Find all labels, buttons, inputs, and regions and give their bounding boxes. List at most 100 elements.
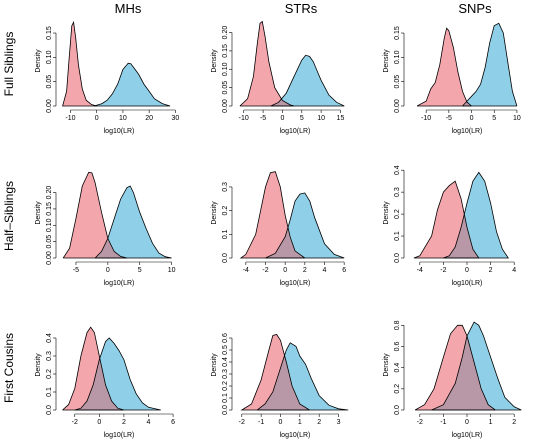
x-tick-label: -5 (260, 115, 266, 122)
y-tick-label: 0.6 (394, 341, 401, 351)
y-tick-label: 0.3 (394, 187, 401, 197)
y-axis-label: Density (211, 201, 218, 225)
x-axis-label: log10(LR) (104, 128, 135, 135)
x-tick-label: 0 (97, 419, 101, 426)
x-tick-label: 0 (279, 419, 283, 426)
y-tick-label: 0.15 (46, 26, 53, 40)
x-tick-label: 0 (106, 267, 110, 274)
related-density-area (270, 55, 345, 106)
related-density-curve (257, 342, 349, 411)
x-tick-label: 6 (342, 267, 346, 274)
y-tick-label: 0.2 (394, 384, 401, 394)
x-tick-label: 0 (280, 115, 284, 122)
x-axis-label: log10(LR) (280, 432, 311, 439)
related-density-curve (93, 62, 171, 107)
x-tick-label: 0 (95, 115, 99, 122)
x-axis-label: log10(LR) (452, 128, 483, 135)
x-tick-label: 6 (171, 419, 175, 426)
y-tick-label: 0.10 (46, 218, 53, 232)
y-tick-label: 0.1 (222, 229, 229, 239)
y-tick-label: 0.05 (46, 75, 53, 89)
unrelated-density-area (417, 28, 472, 107)
y-tick-label: 0.4 (222, 357, 229, 367)
x-tick-label: -2 (72, 419, 78, 426)
x-axis-label: log10(LR) (280, 128, 311, 135)
unrelated-density-curve (416, 27, 472, 107)
x-tick-label: -10 (65, 115, 75, 122)
x-tick-label: -2 (239, 419, 245, 426)
y-tick-label: 0.0 (394, 253, 401, 263)
x-tick-label: 20 (145, 115, 153, 122)
x-tick-label: 10 (168, 267, 176, 274)
x-tick-label: 2 (317, 419, 321, 426)
y-tick-label: 0.00 (46, 99, 53, 113)
y-tick-label: 0.3 (222, 182, 229, 192)
y-tick-label: 0.0 (222, 405, 229, 415)
x-tick-label: -5 (73, 267, 79, 274)
x-tick-label: 2 (122, 419, 126, 426)
y-tick-label: 0.2 (46, 369, 53, 379)
density-panel: -4 -2 0 2 4 6 0.0 0.1 0.2 0.3 log10(LR) Density (211, 171, 346, 287)
unrelated-density-area (62, 327, 124, 410)
unrelated-density-curve (414, 324, 496, 411)
y-tick-label: 0.10 (394, 50, 401, 64)
related-density-curve (94, 185, 172, 259)
unrelated-density-curve (240, 333, 310, 411)
density-panel: -10 0 10 20 30 0.00 0.05 0.10 0.15 log10(LR) Densi… (35, 21, 179, 135)
x-tick-label: 4 (147, 419, 151, 426)
unrelated-density-curve (62, 326, 125, 411)
density-panel: -2 -1 0 1 2 0.0 0.2 0.4 0.6 0.8 log10(LR) Density (383, 320, 522, 439)
x-axis-label: log10(LR) (452, 280, 483, 287)
y-tick-label: 0.20 (222, 26, 229, 40)
related-density-curve (462, 22, 518, 107)
y-tick-label: 0.10 (222, 62, 229, 76)
unrelated-density-area (62, 22, 97, 106)
column-title-mhs: MHs (115, 1, 142, 16)
x-tick-label: 4 (323, 267, 327, 274)
overlap-area (265, 192, 305, 258)
x-tick-label: 2 (489, 267, 493, 274)
unrelated-density-curve (413, 180, 480, 259)
density-panel: -5 0 5 10 0.00 0.05 0.10 0.15 0.20 log10(LR) Densi… (35, 171, 176, 287)
y-axis-label: Density (35, 49, 42, 73)
y-axis-label: Density (211, 49, 218, 73)
related-density-curve (443, 171, 510, 259)
x-tick-label: -2 (262, 267, 268, 274)
related-density-curve (74, 337, 161, 411)
y-tick-label: 0.1 (46, 387, 53, 397)
related-density-area (462, 23, 517, 106)
y-tick-label: 0.3 (222, 369, 229, 379)
y-tick-label: 0.05 (46, 235, 53, 249)
density-panel: -4 -2 0 2 4 0.0 0.1 0.2 0.3 0.4 log10(LR) Density (383, 165, 516, 287)
density-panel: -10 -5 0 5 10 0.00 0.05 0.10 0.15 log10(LR) Densit… (383, 22, 521, 135)
x-tick-label: 2 (512, 419, 516, 426)
related-density-area (95, 186, 172, 258)
y-tick-label: 0.0 (222, 253, 229, 263)
unrelated-density-area (239, 21, 295, 106)
panels-layer: -10 0 10 20 300.000.050.100.15log10(LR)Densi… (35, 20, 522, 439)
x-tick-label: -4 (417, 267, 423, 274)
y-tick-label: 0.3 (46, 351, 53, 361)
y-tick-label: 0.5 (222, 345, 229, 355)
x-tick-label: -4 (243, 267, 249, 274)
row-label-half-siblings: Half–Siblings (2, 181, 16, 251)
x-tick-label: -10 (239, 115, 249, 122)
x-tick-label: 4 (512, 267, 516, 274)
row-label-first-cousins: First Cousins (2, 333, 16, 403)
x-axis-label: log10(LR) (104, 432, 135, 439)
x-tick-label: 0 (465, 267, 469, 274)
y-tick-label: 0.00 (46, 251, 53, 265)
y-axis-label: Density (211, 353, 218, 377)
y-tick-label: 0.1 (222, 393, 229, 403)
related-density-area (94, 63, 171, 106)
y-tick-label: 0.00 (222, 99, 229, 113)
x-axis-label: log10(LR) (104, 280, 135, 287)
y-tick-label: 0.8 (394, 320, 401, 330)
density-panel: -10 -5 0 5 10 15 0.00 0.05 0.10 0.15 0.20 log10(LR)… (211, 20, 345, 135)
x-tick-label: 5 (492, 115, 496, 122)
unrelated-density-area (63, 172, 127, 258)
column-title-snps: SNPs (458, 1, 492, 16)
y-tick-label: 0.15 (46, 202, 53, 216)
y-tick-label: 0.05 (394, 75, 401, 89)
column-title-strs: STRs (285, 1, 318, 16)
